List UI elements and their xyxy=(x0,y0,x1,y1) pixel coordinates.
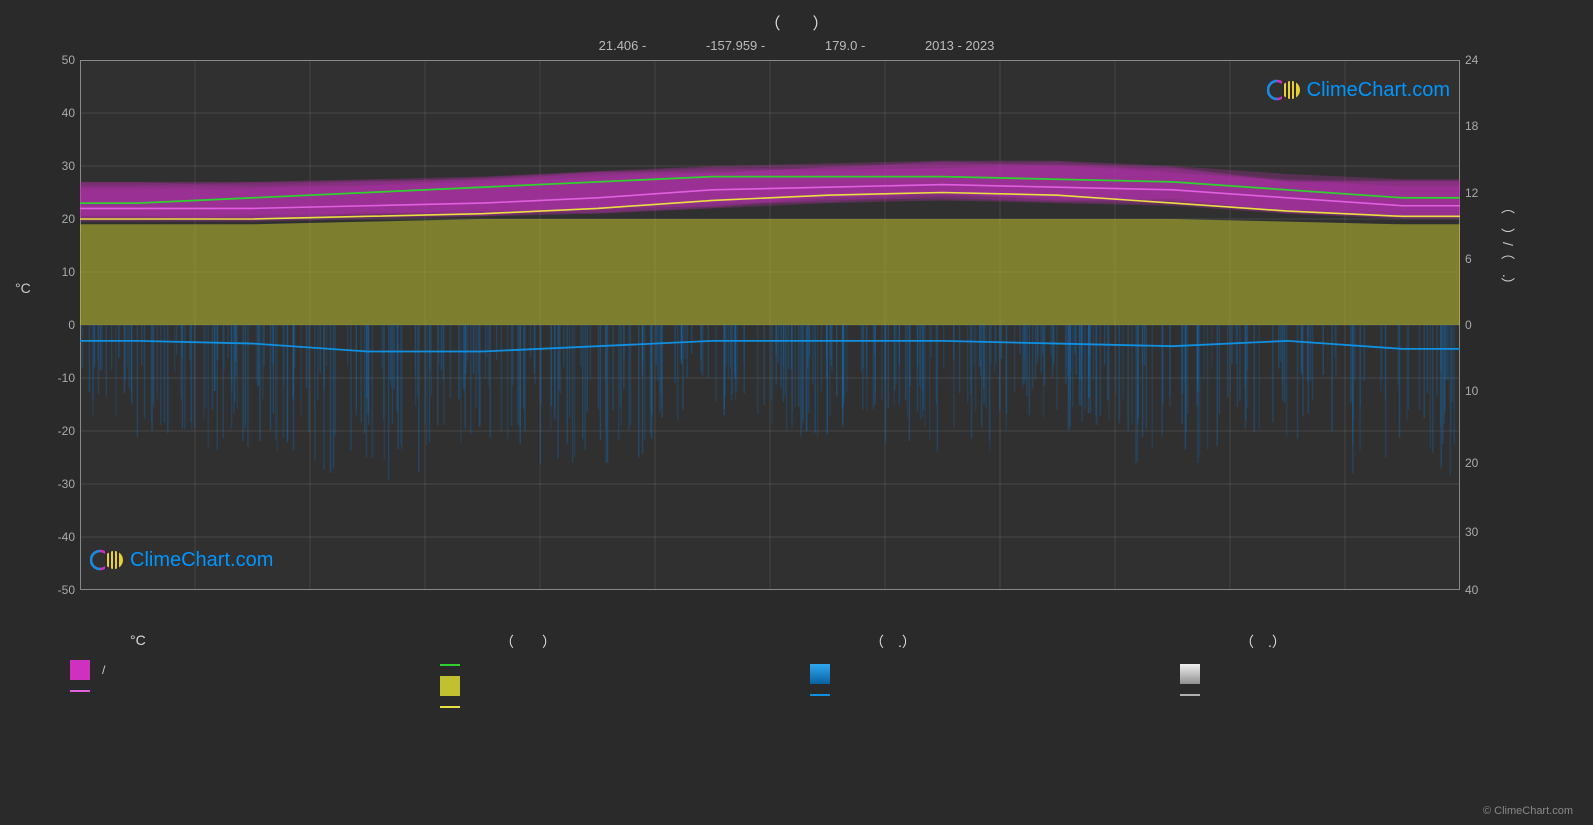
legend-header: （ ） xyxy=(440,632,770,652)
legend-item xyxy=(1180,664,1510,684)
y-left-tick: -40 xyxy=(58,530,75,544)
y-left-tick: -20 xyxy=(58,424,75,438)
y-right-tick: 0 xyxy=(1465,318,1472,332)
legend-swatch xyxy=(1180,694,1200,696)
y-axis-left-label: °C xyxy=(15,280,31,296)
y-right-tick: 20 xyxy=(1465,456,1478,470)
legend-item: / xyxy=(70,660,400,680)
legend-header: °C xyxy=(70,632,400,648)
y-right-tick: 12 xyxy=(1465,186,1478,200)
legend-swatch xyxy=(440,706,460,708)
y-left-tick: 50 xyxy=(62,53,75,67)
y-right-tick: 10 xyxy=(1465,384,1478,398)
legend-swatch xyxy=(1180,664,1200,684)
y-right-tick: 6 xyxy=(1465,252,1472,266)
y-axis-right-label: （ ）/（ .） xyxy=(1498,200,1518,292)
legend: °C / （ ） （ .） （ .） xyxy=(50,632,1530,718)
y-left-tick: -50 xyxy=(58,583,75,597)
y-left-tick: 30 xyxy=(62,159,75,173)
y-left-tick: 20 xyxy=(62,212,75,226)
y-left-tick: 10 xyxy=(62,265,75,279)
legend-swatch xyxy=(440,676,460,696)
y-right-tick: 24 xyxy=(1465,53,1478,67)
legend-swatch xyxy=(70,690,90,692)
chart-subtitle: 21.406 - -157.959 - 179.0 - 2013 - 2023 xyxy=(0,38,1593,53)
legend-item xyxy=(1180,694,1510,696)
watermark-text: ClimeChart.com xyxy=(1307,79,1450,102)
legend-item xyxy=(440,664,770,666)
y-axis-right: 2418126010203040 xyxy=(1460,60,1500,590)
subtitle-lon: -157.959 - xyxy=(706,38,765,53)
legend-item xyxy=(70,690,400,692)
watermark-text: ClimeChart.com xyxy=(130,549,273,572)
y-right-tick: 40 xyxy=(1465,583,1478,597)
y-left-tick: -10 xyxy=(58,371,75,385)
chart-title: （ ） xyxy=(0,10,1593,34)
legend-swatch xyxy=(810,694,830,696)
logo-icon xyxy=(90,548,126,572)
legend-item xyxy=(810,694,1140,696)
y-axis-left: 50403020100-10-20-30-40-50 xyxy=(40,60,80,590)
chart-plot-area: ClimeChart.com ClimeChart.com xyxy=(80,60,1460,590)
legend-header: （ .） xyxy=(810,632,1140,652)
y-left-tick: -30 xyxy=(58,477,75,491)
y-right-tick: 18 xyxy=(1465,119,1478,133)
legend-swatch xyxy=(810,664,830,684)
legend-column: （ .） xyxy=(790,632,1160,718)
y-right-tick: 30 xyxy=(1465,525,1478,539)
legend-label: / xyxy=(102,663,105,677)
subtitle-years: 2013 - 2023 xyxy=(925,38,994,53)
x-axis xyxy=(80,595,1460,615)
watermark-top: ClimeChart.com xyxy=(1267,78,1450,102)
legend-item xyxy=(810,664,1140,684)
y-left-tick: 40 xyxy=(62,106,75,120)
legend-item xyxy=(440,706,770,708)
subtitle-lat: 21.406 - xyxy=(599,38,647,53)
y-left-tick: 0 xyxy=(68,318,75,332)
chart-svg xyxy=(80,60,1460,590)
copyright: © ClimeChart.com xyxy=(1483,805,1573,817)
legend-column: °C / xyxy=(50,632,420,718)
legend-column: （ .） xyxy=(1160,632,1530,718)
subtitle-elev: 179.0 - xyxy=(825,38,865,53)
legend-item xyxy=(440,676,770,696)
watermark-bottom: ClimeChart.com xyxy=(90,548,273,572)
legend-column: （ ） xyxy=(420,632,790,718)
legend-swatch xyxy=(440,664,460,666)
logo-icon xyxy=(1267,78,1303,102)
legend-header: （ .） xyxy=(1180,632,1510,652)
legend-swatch xyxy=(70,660,90,680)
